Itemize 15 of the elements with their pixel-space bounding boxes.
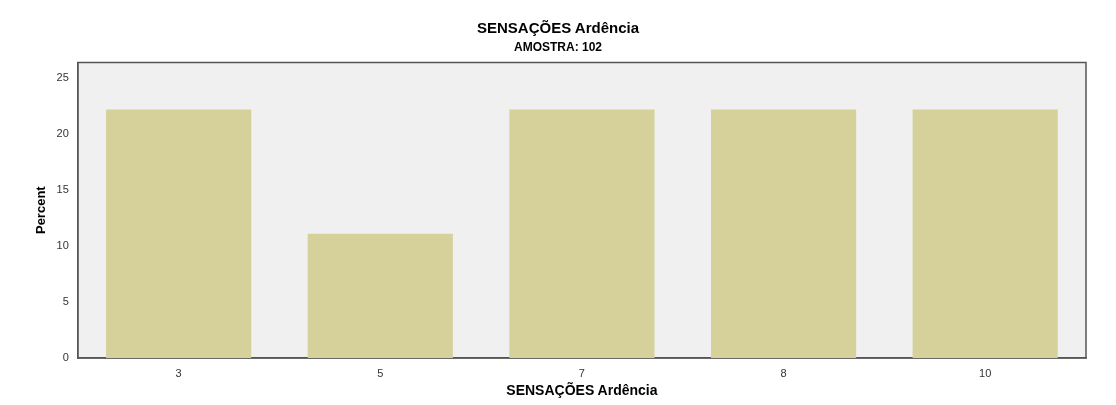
y-tick-label: 25	[56, 71, 69, 84]
y-axis-title: Percent	[33, 185, 49, 235]
y-tick-label: 15	[56, 183, 69, 196]
y-tick-label: 0	[62, 351, 69, 364]
y-tick-label: 5	[62, 295, 69, 308]
x-tick-label: 8	[780, 366, 787, 379]
x-tick-label: 7	[578, 366, 585, 379]
x-tick-label: 10	[979, 366, 992, 379]
y-tick-label: 10	[56, 239, 69, 252]
x-axis-title: SENSAÇÕES Ardência	[506, 381, 658, 399]
x-tick-label: 5	[377, 366, 384, 379]
chart-subtitle: AMOSTRA: 102	[513, 39, 603, 54]
chart-title: SENSAÇÕES Ardência	[477, 19, 640, 37]
y-tick-label: 20	[56, 127, 69, 140]
x-tick-label: 3	[175, 366, 182, 379]
